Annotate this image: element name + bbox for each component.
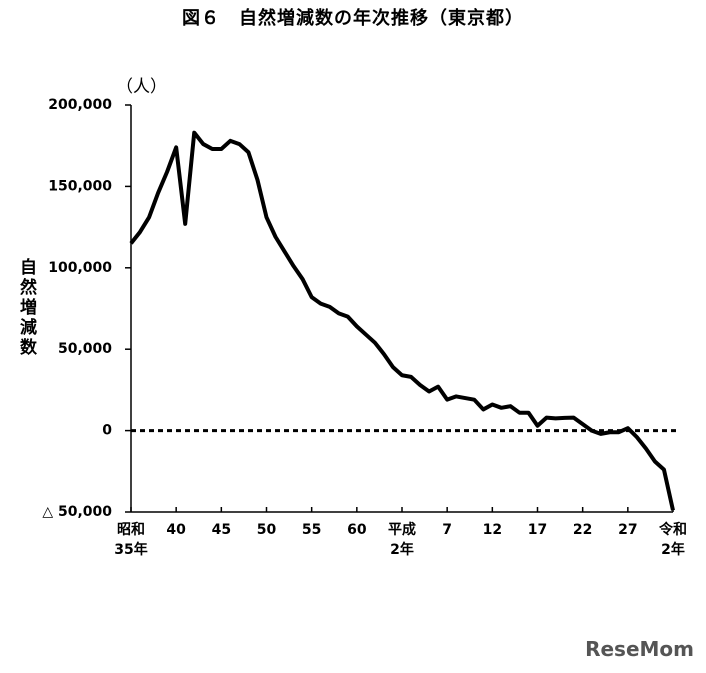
x-tick-label: 27 bbox=[618, 522, 638, 538]
x-tick-label: 45 bbox=[211, 522, 232, 538]
chart-title: 図６ 自然増減数の年次推移（東京都） bbox=[182, 8, 524, 29]
x-tick-label: 40 bbox=[166, 522, 186, 538]
x-tick-label: 50 bbox=[256, 522, 277, 538]
y-tick-label: 200,000 bbox=[48, 97, 112, 113]
x-tick-label: 60 bbox=[347, 522, 367, 538]
x-tick-label: 17 bbox=[527, 522, 548, 538]
x-tick-label: 55 bbox=[301, 522, 322, 538]
y-tick-label: 100,000 bbox=[48, 260, 112, 276]
data-line bbox=[129, 130, 675, 511]
y-unit: （人） bbox=[116, 77, 167, 97]
y-tick-label: 50,000 bbox=[58, 341, 112, 357]
y-tick-label: △ 50,000 bbox=[42, 504, 112, 520]
y-axis-label: 自然増減数 bbox=[16, 258, 36, 358]
x-tick-label: 12 bbox=[482, 522, 503, 538]
x-tick-label: 平成 2年 bbox=[388, 522, 416, 558]
x-tick-label: 昭和 35年 bbox=[114, 522, 148, 558]
watermark: ReseMom bbox=[585, 637, 694, 661]
y-tick-label: 0 bbox=[102, 423, 112, 439]
x-tick-label: 22 bbox=[572, 522, 593, 538]
x-tick-label: 7 bbox=[442, 522, 453, 538]
x-tick-label: 令和 2年 bbox=[659, 522, 687, 558]
y-tick-label: 150,000 bbox=[48, 178, 112, 194]
